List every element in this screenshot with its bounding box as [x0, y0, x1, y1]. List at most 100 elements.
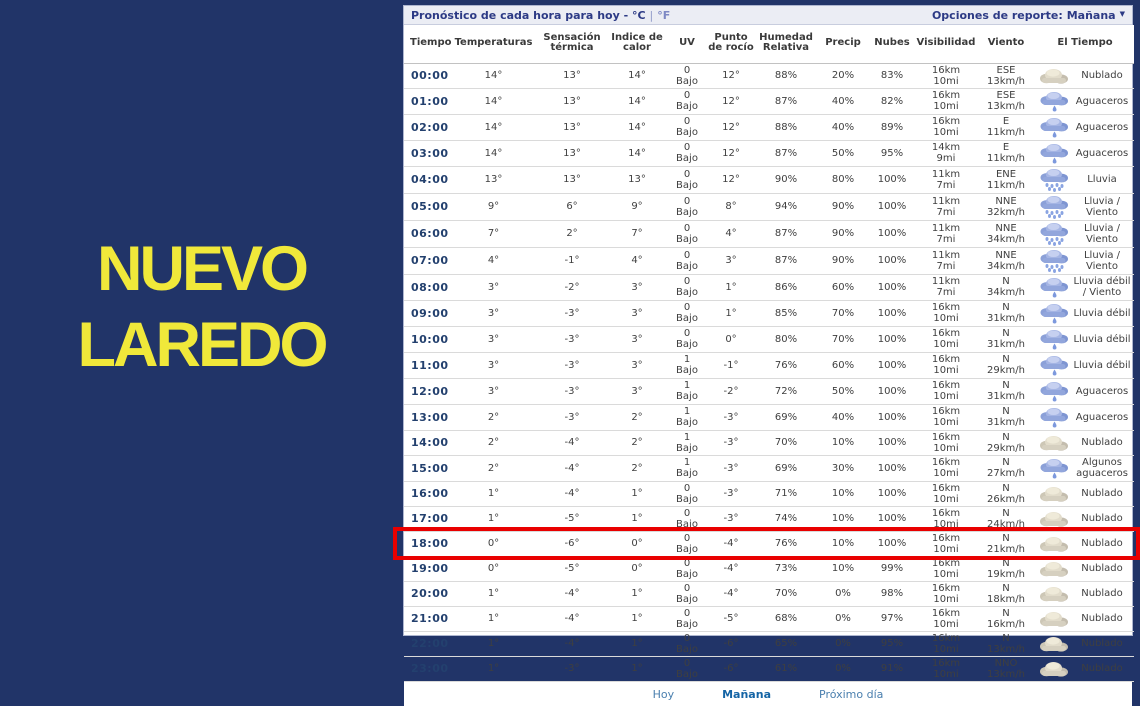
condition-label: Lluvia: [1087, 174, 1117, 185]
rain-icon: [1036, 457, 1072, 480]
temperature-cell: 2°: [451, 404, 536, 431]
clouds-cell: 100%: [868, 378, 916, 405]
uv-cell: 0 Bajo: [666, 114, 708, 141]
humidity-cell: 88%: [754, 63, 818, 89]
weather-cell: Lluvia débil: [1036, 352, 1134, 379]
condition-label: Nublado: [1081, 663, 1123, 674]
heat-index-cell: 2°: [608, 455, 666, 482]
heat-index-cell: 13°: [608, 166, 666, 194]
dew-point-cell: -6°: [708, 631, 754, 657]
humidity-cell: 76%: [754, 352, 818, 379]
precip-cell: 10%: [818, 481, 868, 507]
forecast-row: 13:00 2° -3° 2° 1 Bajo -3° 69% 40% 100% 1…: [404, 404, 1134, 431]
precip-cell: 0%: [818, 656, 868, 682]
forecast-row: 23:00 1° -3° 1° 0 Bajo -6° 61% 0% 91% 16k…: [404, 656, 1134, 682]
feels-like-cell: -3°: [536, 404, 608, 431]
feels-like-cell: 13°: [536, 114, 608, 141]
feels-like-cell: -4°: [536, 481, 608, 507]
time-cell: 12:00: [404, 378, 451, 405]
feels-like-cell: -4°: [536, 581, 608, 607]
visibility-cell: 16km 10mi: [916, 326, 976, 353]
weather-cell: Lluvia / Viento: [1036, 193, 1134, 221]
rain-icon: [1036, 328, 1072, 351]
feels-like-cell: -4°: [536, 631, 608, 657]
time-cell: 05:00: [404, 193, 451, 221]
col-tiempo: Tiempo: [404, 25, 451, 64]
wind-cell: NNO 13km/h: [976, 656, 1036, 682]
humidity-cell: 87%: [754, 247, 818, 275]
heat-index-cell: 4°: [608, 247, 666, 275]
weather-cell: Nublado: [1036, 481, 1134, 507]
forecast-row: 06:00 7° 2° 7° 0 Bajo 4° 87% 90% 100% 11k…: [404, 220, 1134, 248]
uv-cell: 1 Bajo: [666, 352, 708, 379]
heat-index-cell: 1°: [608, 581, 666, 607]
forecast-row: 17:00 1° -5° 1° 0 Bajo -3° 74% 10% 100% 1…: [404, 506, 1134, 532]
rain-icon: [1036, 380, 1072, 403]
heat-index-cell: 1°: [608, 606, 666, 632]
heat-index-cell: 7°: [608, 220, 666, 248]
uv-cell: 0 Bajo: [666, 166, 708, 194]
clouds-cell: 100%: [868, 352, 916, 379]
time-cell: 22:00: [404, 631, 451, 657]
clouds-cell: 100%: [868, 326, 916, 353]
forecast-row: 03:00 14° 13° 14° 0 Bajo 12° 87% 50% 95% …: [404, 140, 1134, 167]
humidity-cell: 94%: [754, 193, 818, 221]
visibility-cell: 16km 10mi: [916, 631, 976, 657]
wind-cell: N 31km/h: [976, 300, 1036, 327]
condition-label: Lluvia débil: [1073, 307, 1131, 319]
precip-cell: 20%: [818, 63, 868, 89]
chevron-down-icon: ▼: [1119, 10, 1125, 18]
time-cell: 14:00: [404, 430, 451, 456]
feels-like-cell: -5°: [536, 506, 608, 532]
visibility-cell: 16km 10mi: [916, 656, 976, 682]
rain-icon: [1036, 406, 1072, 429]
feels-like-cell: -3°: [536, 656, 608, 682]
report-options-dropdown[interactable]: Opciones de reporte: Mañana ▼: [932, 9, 1125, 22]
clouds-cell: 100%: [868, 404, 916, 431]
tab-hoy[interactable]: Hoy: [652, 687, 675, 701]
visibility-cell: 14km 9mi: [916, 140, 976, 167]
wind-cell: NNE 34km/h: [976, 247, 1036, 275]
precip-cell: 10%: [818, 430, 868, 456]
wind-cell: ESE 13km/h: [976, 88, 1036, 115]
temperature-cell: 3°: [451, 300, 536, 327]
feels-like-cell: -3°: [536, 378, 608, 405]
weather-cell: Aguaceros: [1036, 140, 1134, 167]
weather-cell: Nublado: [1036, 631, 1134, 657]
temperature-cell: 4°: [451, 247, 536, 275]
heat-index-cell: 14°: [608, 88, 666, 115]
visibility-cell: 16km 10mi: [916, 88, 976, 115]
precip-cell: 50%: [818, 140, 868, 167]
condition-label: Lluvia débil: [1073, 333, 1131, 345]
visibility-cell: 11km 7mi: [916, 193, 976, 221]
uv-cell: 1 Bajo: [666, 378, 708, 405]
time-cell: 13:00: [404, 404, 451, 431]
unit-separator: |: [649, 8, 654, 22]
weather-cell: Aguaceros: [1036, 378, 1134, 405]
visibility-cell: 16km 10mi: [916, 481, 976, 507]
humidity-cell: 85%: [754, 300, 818, 327]
forecast-row: 11:00 3° -3° 3° 1 Bajo -1° 76% 60% 100% 1…: [404, 352, 1134, 379]
cloudy-icon: [1036, 559, 1072, 578]
weather-cell: Nublado: [1036, 531, 1134, 557]
humidity-cell: 76%: [754, 531, 818, 557]
precip-cell: 10%: [818, 556, 868, 582]
report-options-label: Opciones de reporte:: [931, 8, 1063, 22]
temperature-cell: 3°: [451, 352, 536, 379]
unit-fahrenheit-link[interactable]: °F: [657, 8, 671, 22]
dew-point-cell: 3°: [708, 247, 754, 275]
col-temperaturas: Temperaturas: [451, 25, 536, 64]
tab-manana[interactable]: Mañana: [722, 687, 771, 701]
condition-label: Lluvia / Viento: [1083, 249, 1121, 272]
tab-proximo-dia[interactable]: Próximo día: [819, 687, 884, 701]
weather-cell: Aguaceros: [1036, 114, 1134, 141]
time-cell: 07:00: [404, 247, 451, 275]
wind-cell: N 26km/h: [976, 481, 1036, 507]
forecast-header: Tiempo Temperaturas Sensación térmica In…: [404, 25, 1134, 64]
condition-label: Aguaceros: [1075, 121, 1129, 133]
dew-point-cell: 12°: [708, 140, 754, 167]
time-cell: 09:00: [404, 300, 451, 327]
cloudy-icon: [1036, 509, 1072, 528]
visibility-cell: 16km 10mi: [916, 114, 976, 141]
heavy-rain-icon: [1036, 168, 1072, 192]
